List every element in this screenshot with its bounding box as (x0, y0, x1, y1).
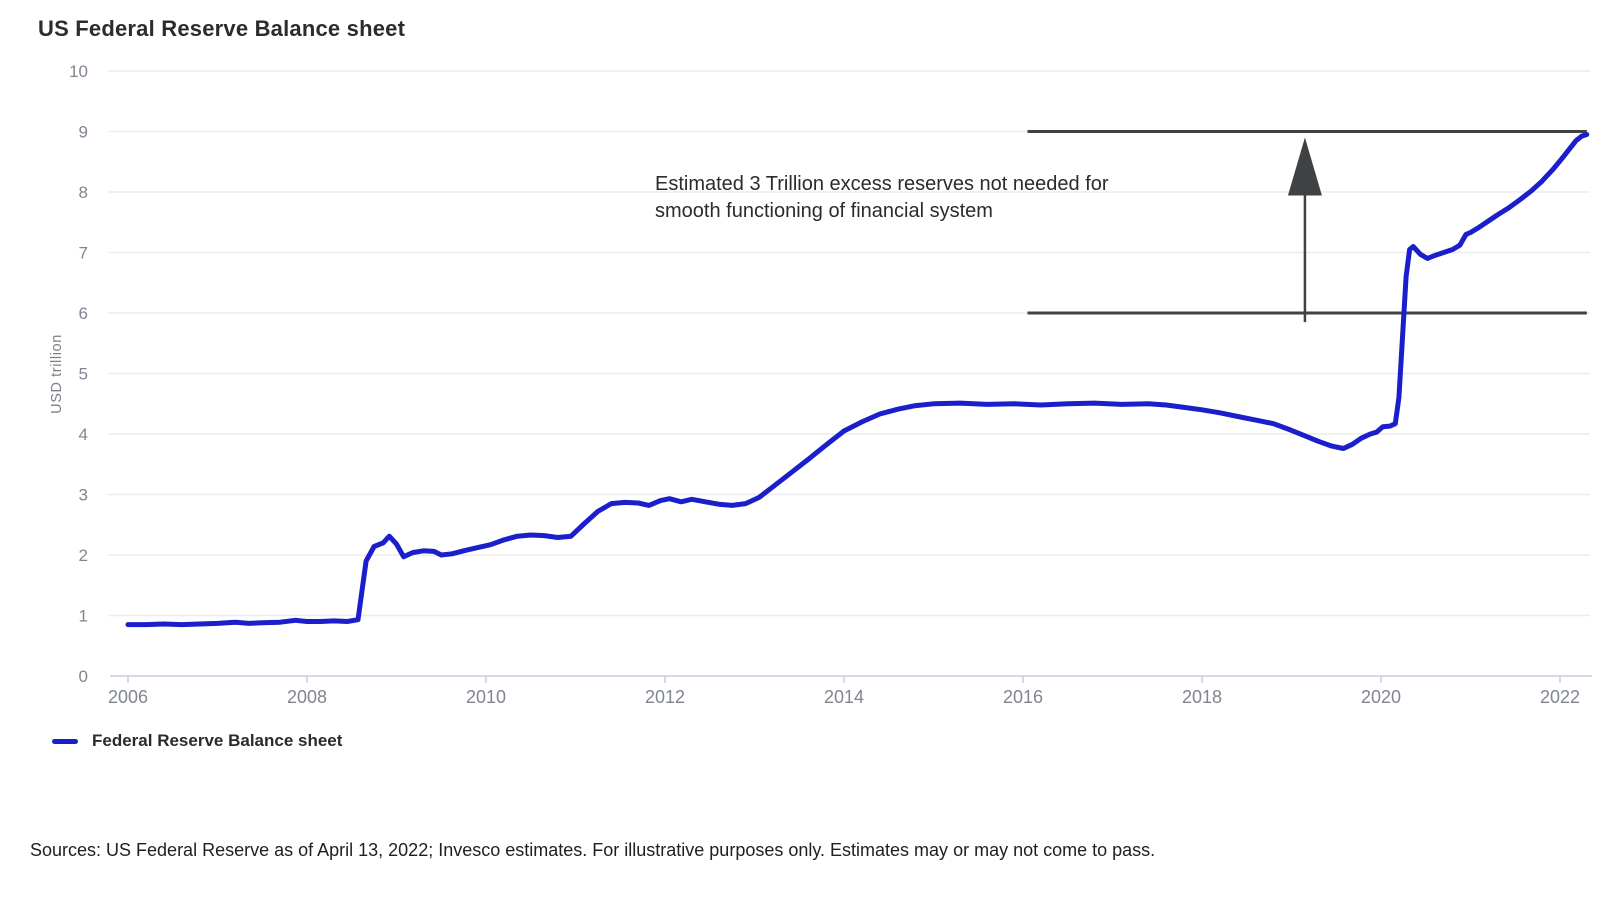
x-tick-label: 2012 (645, 687, 685, 707)
y-tick-label: 6 (79, 304, 88, 323)
y-tick-label: 1 (79, 607, 88, 626)
x-tick-label: 2006 (108, 687, 148, 707)
annotation-text-line2: smooth functioning of financial system (655, 200, 993, 222)
legend: Federal Reserve Balance sheet (52, 731, 343, 750)
x-tick-label: 2010 (466, 687, 506, 707)
page-title: US Federal Reserve Balance sheet (38, 16, 406, 41)
y-tick-label: 10 (69, 62, 88, 81)
legend-line-swatch (52, 738, 78, 744)
y-tick-label: 8 (79, 183, 88, 202)
y-tick-label: 5 (79, 365, 88, 384)
y-tick-label: 7 (79, 244, 88, 263)
x-tick-label: 2008 (287, 687, 327, 707)
x-tick-label: 2018 (1182, 687, 1222, 707)
y-tick-label: 9 (79, 123, 88, 142)
x-tick-label: 2020 (1361, 687, 1401, 707)
legend-label: Federal Reserve Balance sheet (92, 731, 343, 750)
x-tick-label: 2016 (1003, 687, 1043, 707)
x-tick-label: 2022 (1540, 687, 1580, 707)
y-tick-label: 2 (79, 546, 88, 565)
x-tick-label: 2014 (824, 687, 864, 707)
source-text: Sources: US Federal Reserve as of April … (30, 840, 1156, 860)
balance-sheet-line (125, 132, 1590, 628)
y-tick-label: 0 (79, 667, 88, 686)
annotation-arrow-head (1287, 137, 1322, 196)
annotation-text-line1: Estimated 3 Trillion excess reserves not… (655, 173, 1109, 195)
y-tick-label: 4 (79, 425, 88, 444)
y-axis-title: USD trillion (49, 334, 65, 414)
y-tick-label: 3 (79, 486, 88, 505)
annotation-text: Estimated 3 Trillion excess reserves not… (655, 171, 1109, 225)
